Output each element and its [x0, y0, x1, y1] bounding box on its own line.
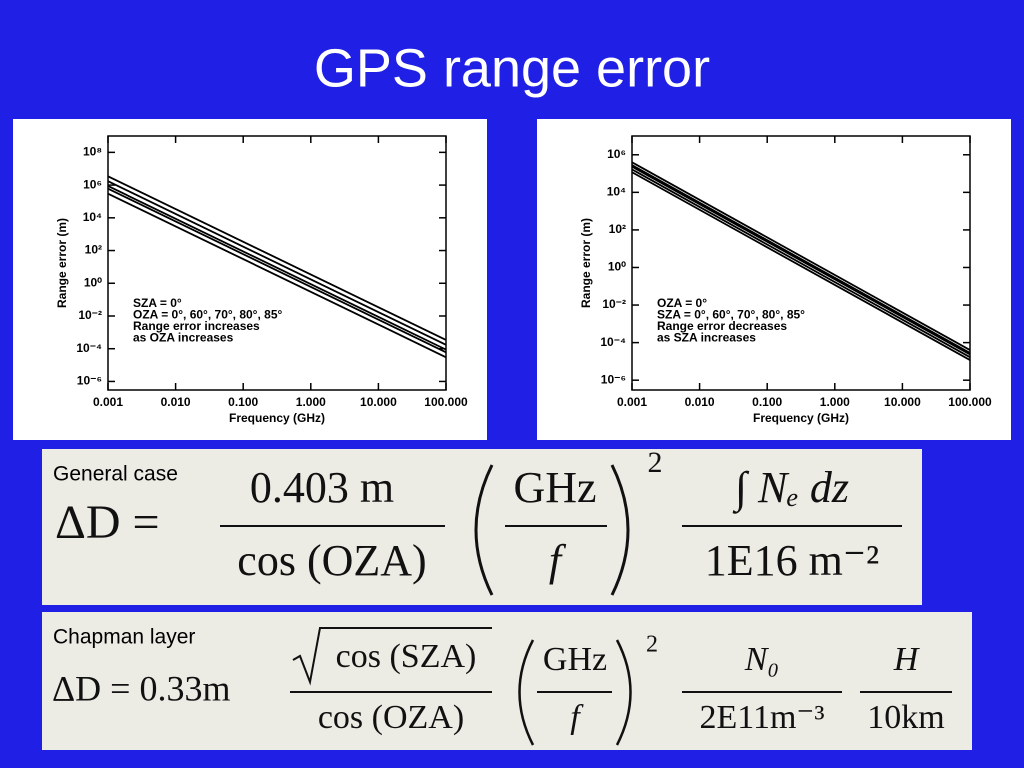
x-tick-label: 0.001 [93, 395, 123, 409]
y-tick-label: 10⁶ [607, 147, 626, 161]
y-tick-label: 10⁰ [608, 260, 626, 274]
x-tick-label: 10.000 [884, 395, 921, 409]
annotation: Range error increases [133, 319, 260, 333]
x-tick-label: 1.000 [296, 395, 326, 409]
numerator: H [893, 641, 921, 678]
chart-panel [13, 119, 487, 440]
formula-lhs: ΔD = [55, 496, 160, 549]
numerator: 0.403 m [250, 463, 394, 512]
series-line [631, 164, 971, 354]
annotation: Range error decreases [657, 319, 787, 333]
y-tick-label: 10² [85, 243, 102, 257]
paren [610, 464, 630, 596]
denominator: 10km [867, 699, 944, 736]
series-line [107, 185, 447, 351]
denominator: cos (OZA) [318, 699, 464, 736]
numerator: N₀ [744, 641, 780, 678]
formula-box [42, 612, 972, 750]
y-axis-label: Range error (m) [579, 218, 593, 308]
y-tick-label: 10⁸ [83, 145, 102, 159]
series-line [631, 171, 971, 361]
series-line [107, 180, 447, 346]
paren [615, 639, 632, 746]
x-tick-label: 0.100 [752, 395, 782, 409]
y-tick-label: 10⁻² [602, 297, 626, 311]
x-tick-label: 1.000 [820, 395, 850, 409]
y-tick-label: 10⁻⁴ [76, 341, 102, 355]
annotation: as OZA increases [133, 331, 234, 345]
annotation: OZA = 0°, 60°, 70°, 80°, 85° [133, 308, 282, 322]
x-tick-label: 100.000 [948, 395, 992, 409]
denominator: cos (OZA) [237, 536, 426, 585]
x-tick-label: 0.001 [617, 395, 647, 409]
series-line [107, 192, 447, 359]
slide-title: GPS range error [314, 38, 710, 98]
series-line [631, 161, 971, 351]
denominator: 1E16 m⁻² [705, 536, 880, 585]
x-axis-label: Frequency (GHz) [229, 411, 325, 425]
chart-panel [537, 119, 1011, 440]
formula-label: General case [53, 463, 178, 486]
plot-frame [107, 135, 447, 391]
y-tick-label: 10⁻⁶ [77, 374, 102, 388]
y-tick-label: 10⁴ [607, 185, 626, 199]
paren [474, 464, 494, 596]
x-tick-label: 10.000 [360, 395, 397, 409]
x-tick-label: 100.000 [424, 395, 468, 409]
y-tick-label: 10⁰ [84, 275, 102, 289]
numerator: GHz [543, 641, 607, 678]
x-tick-label: 0.100 [228, 395, 258, 409]
series-line [631, 168, 971, 358]
denominator: 2E11m⁻³ [699, 699, 824, 736]
annotation: OZA = 0° [657, 296, 707, 310]
plot-frame [631, 135, 971, 391]
y-tick-label: 10⁻⁶ [601, 372, 626, 386]
exponent: 2 [646, 632, 658, 658]
radical [292, 627, 492, 686]
x-axis-label: Frequency (GHz) [753, 411, 849, 425]
numerator: ∫ Nₑ dz [732, 463, 849, 514]
paren [518, 639, 535, 746]
annotation: SZA = 0° [133, 296, 182, 310]
y-axis-label: Range error (m) [55, 218, 69, 308]
numerator: GHz [513, 463, 596, 512]
y-tick-label: 10⁻⁴ [600, 335, 626, 349]
formula-lhs: ΔD = 0.33m [52, 668, 230, 708]
series-line [631, 165, 971, 356]
y-tick-label: 10⁶ [83, 177, 102, 191]
numerator: cos (SZA) [336, 638, 477, 675]
x-tick-label: 0.010 [161, 395, 191, 409]
y-tick-label: 10⁴ [83, 210, 102, 224]
series-line [107, 187, 447, 354]
formula-label: Chapman layer [53, 626, 195, 649]
exponent: 2 [648, 446, 663, 479]
series-line [107, 175, 447, 341]
y-tick-label: 10² [609, 222, 626, 236]
x-tick-label: 0.010 [685, 395, 715, 409]
formula-chapman: Chapman layer ΔD = 0.33m cos (SZA) cos (… [42, 612, 972, 750]
y-tick-label: 10⁻² [78, 308, 102, 322]
annotation: as SZA increases [657, 331, 756, 345]
formula-general: General case ΔD = 0.403 m cos (OZA) GHz … [42, 446, 922, 605]
annotation: SZA = 0°, 60°, 70°, 80°, 85° [657, 308, 805, 322]
